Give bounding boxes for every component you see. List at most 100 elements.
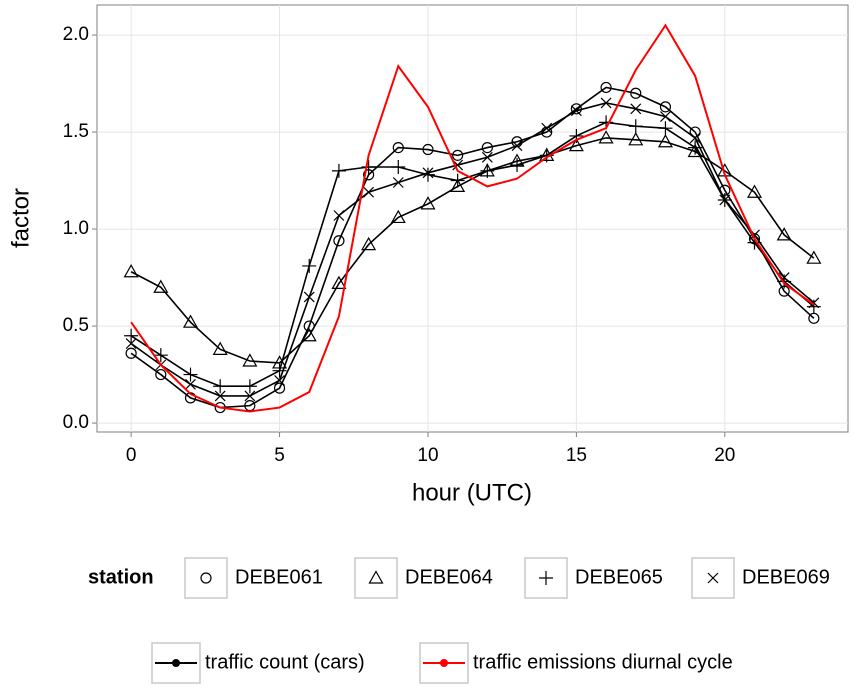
- legend-dot: [172, 659, 180, 667]
- marker: [539, 571, 553, 585]
- marker: [123, 264, 139, 278]
- marker: [541, 126, 553, 138]
- marker: [660, 111, 671, 122]
- series-line: [130, 23, 815, 413]
- y-tick-label: 0.0: [63, 412, 89, 433]
- marker: [707, 572, 719, 584]
- marker: [333, 235, 345, 247]
- marker: [390, 209, 406, 224]
- marker: [689, 132, 701, 144]
- legend-item: DEBE064: [354, 557, 493, 599]
- marker: [303, 291, 315, 303]
- legend-item: traffic count (cars): [151, 642, 365, 684]
- marker: [363, 186, 375, 198]
- marker: [185, 378, 196, 390]
- marker: [333, 210, 345, 221]
- legend-dot: [440, 659, 448, 667]
- marker: [368, 570, 384, 584]
- marker: [361, 236, 377, 251]
- marker: [628, 119, 643, 134]
- marker: [628, 132, 644, 146]
- marker: [657, 134, 673, 148]
- marker: [213, 379, 228, 394]
- marker: [598, 130, 614, 144]
- marker: [778, 272, 790, 283]
- marker: [806, 250, 822, 264]
- marker: [392, 177, 404, 188]
- marker: [452, 149, 464, 161]
- marker: [450, 178, 466, 192]
- marker: [600, 97, 612, 109]
- marker: [510, 158, 525, 173]
- marker: [420, 196, 436, 210]
- legend-label: DEBE069: [742, 566, 830, 588]
- marker: [361, 159, 376, 174]
- y-tick-label: 0.5: [63, 315, 89, 336]
- marker: [422, 143, 434, 156]
- marker: [331, 275, 347, 289]
- panel: [96, 4, 849, 433]
- marker: [242, 353, 258, 367]
- marker: [541, 122, 553, 134]
- legend-label: traffic emissions diurnal cycle: [473, 651, 733, 673]
- marker: [125, 347, 137, 359]
- legend-label: DEBE065: [575, 566, 663, 588]
- marker: [183, 367, 198, 382]
- legend-key: [354, 557, 398, 599]
- marker: [450, 173, 465, 188]
- marker: [687, 143, 703, 158]
- legend-label: DEBE064: [405, 566, 493, 588]
- series-line: [130, 102, 815, 397]
- legend-item: DEBE065: [524, 557, 663, 599]
- marker: [242, 379, 257, 394]
- marker: [301, 328, 317, 342]
- marker: [182, 314, 199, 328]
- marker: [570, 105, 582, 117]
- marker: [273, 382, 286, 394]
- marker: [153, 348, 168, 363]
- legend-title: station: [88, 566, 154, 588]
- marker: [302, 258, 317, 273]
- marker: [808, 297, 820, 309]
- y-tick-label: 1.0: [63, 218, 89, 239]
- marker: [481, 141, 493, 154]
- x-tick-label: 20: [714, 445, 735, 466]
- x-axis-title: hour (UTC): [412, 479, 532, 506]
- marker: [214, 390, 226, 402]
- legend-item: DEBE069: [691, 557, 830, 599]
- legend-label: DEBE061: [235, 566, 323, 588]
- marker: [480, 163, 495, 178]
- legend-key: [691, 557, 735, 599]
- grid: [97, 5, 848, 432]
- legend-item: traffic emissions diurnal cycle: [419, 642, 733, 684]
- marker: [272, 363, 287, 378]
- x-tick-label: 10: [417, 445, 438, 466]
- legend-key: [184, 557, 228, 599]
- marker: [244, 390, 256, 402]
- marker: [274, 374, 285, 386]
- marker: [125, 338, 137, 349]
- marker: [212, 341, 228, 355]
- marker: [481, 151, 493, 163]
- legend-item: DEBE061: [184, 557, 323, 599]
- x-tick-label: 15: [566, 445, 587, 466]
- marker: [600, 81, 612, 94]
- marker: [511, 136, 523, 148]
- marker: [200, 572, 212, 584]
- y-tick-label: 1.5: [63, 121, 89, 142]
- marker: [124, 328, 139, 343]
- marker: [511, 140, 523, 152]
- marker: [391, 159, 406, 174]
- marker: [392, 141, 404, 154]
- marker: [630, 87, 642, 99]
- x-tick-label: 5: [274, 445, 285, 466]
- marker: [659, 101, 672, 113]
- marker: [746, 184, 763, 198]
- marker: [331, 163, 346, 178]
- y-tick-label: 2.0: [63, 24, 89, 45]
- marker: [658, 121, 673, 136]
- marker: [155, 368, 167, 381]
- marker: [153, 279, 169, 293]
